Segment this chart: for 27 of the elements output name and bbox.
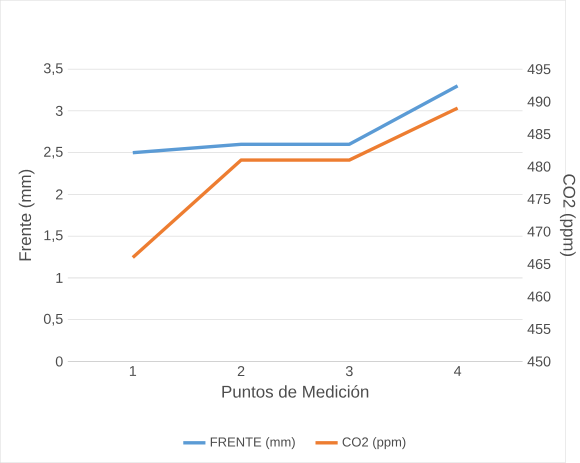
y2-tick-label: 480: [527, 161, 550, 172]
legend-label: FRENTE (mm): [210, 437, 295, 450]
x-tick-label: 2: [238, 366, 244, 376]
y-tick-label: 0: [56, 356, 63, 366]
y-tick-label: 0,5: [44, 314, 63, 326]
y2-tick-label: 470: [527, 226, 550, 237]
y2-tick-label: 490: [527, 96, 550, 107]
y2-tick-label: 450: [527, 356, 550, 366]
y2-axis-title: CO2 (ppm): [560, 174, 576, 256]
y2-tick-label: 465: [527, 258, 550, 270]
x-tick-label: 4: [454, 366, 462, 376]
x-axis-title: Puntos de Medición: [222, 385, 368, 398]
y-tick-label: 2,5: [44, 146, 63, 159]
y2-tick-label: 495: [527, 64, 550, 74]
y-tick-label: 1: [56, 273, 63, 283]
y-axis-title: Frente (mm): [18, 170, 34, 260]
y2-tick-label: 460: [527, 291, 550, 302]
y-tick-label: 3: [56, 106, 63, 116]
x-tick-label: 3: [346, 366, 353, 376]
legend-label: CO2 (ppm): [342, 437, 406, 450]
x-tick-label: 1: [130, 366, 136, 376]
y-tick-label: 3,5: [44, 63, 63, 75]
y2-tick-label: 455: [527, 324, 550, 334]
y2-tick-label: 475: [527, 194, 550, 204]
y2-tick-label: 485: [527, 129, 550, 140]
y-tick-label: 2: [56, 189, 63, 200]
y-tick-label: 1,5: [44, 230, 63, 242]
